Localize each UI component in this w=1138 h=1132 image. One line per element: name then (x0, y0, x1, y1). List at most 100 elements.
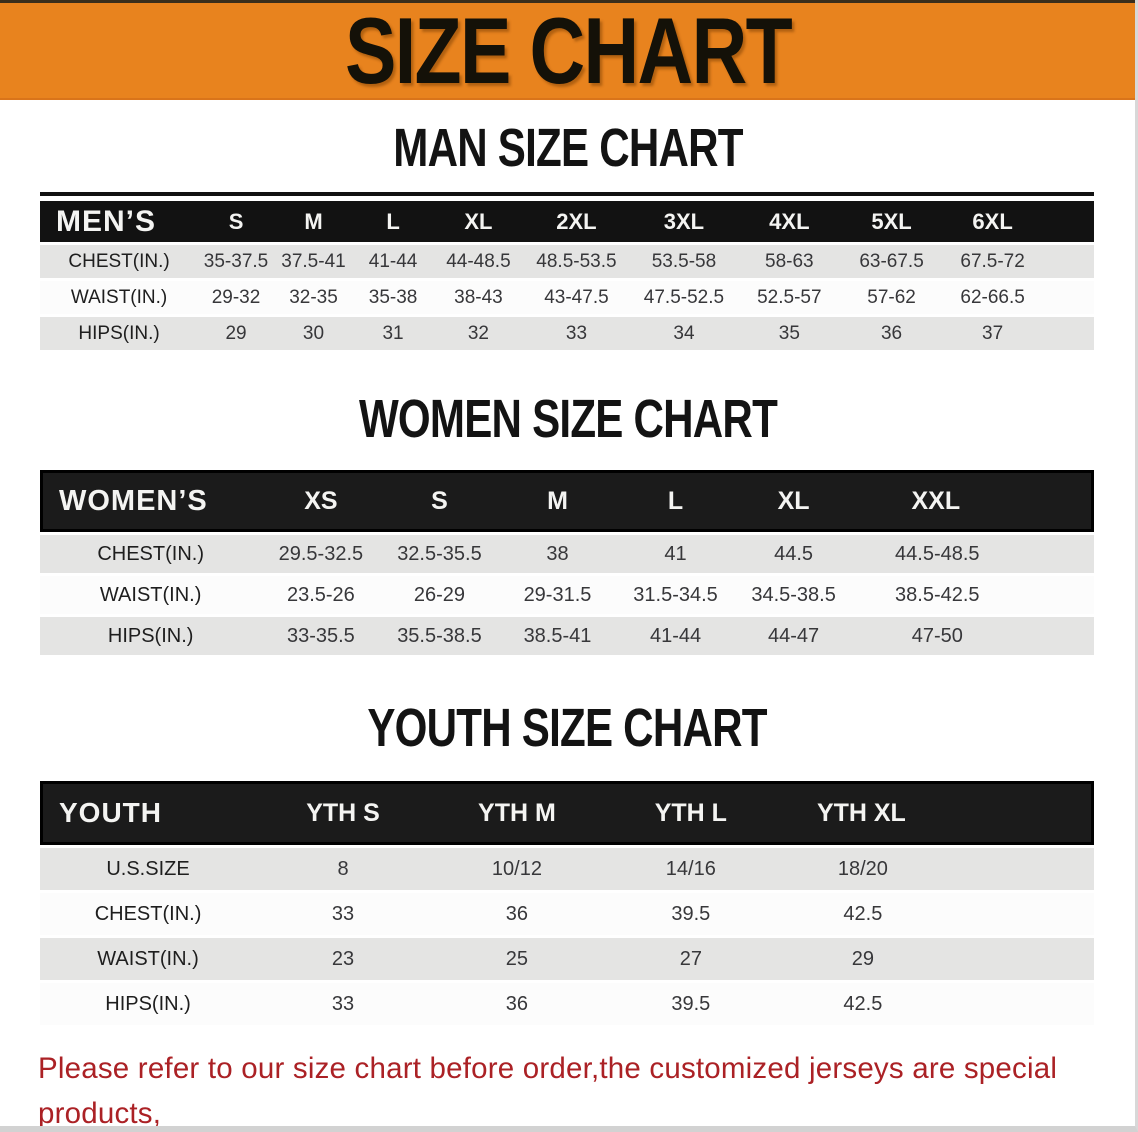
size-cell: 8 (256, 848, 430, 890)
size-cell: 35.5-38.5 (380, 617, 499, 655)
size-cell: 34.5-38.5 (734, 576, 853, 614)
size-cell: 38 (498, 535, 617, 573)
measure-label: CHEST(IN.) (40, 245, 199, 278)
size-cell: 14/16 (603, 848, 778, 890)
size-cell: 35-38 (353, 281, 434, 314)
size-cell: 25 (429, 938, 604, 980)
men-corner-label: MEN’S (40, 201, 199, 242)
size-cell: 41-44 (353, 245, 434, 278)
banner-title: SIZE CHART (344, 0, 792, 100)
size-column-header: 3XL (629, 201, 739, 242)
table-row: CHEST(IN.) 35-37.5 37.5-41 41-44 44-48.5… (40, 245, 1094, 278)
size-column-header: YTH S (256, 781, 430, 845)
measure-label: HIPS(IN.) (40, 317, 199, 350)
measure-label: CHEST(IN.) (40, 535, 262, 573)
measure-label: WAIST(IN.) (40, 576, 262, 614)
size-cell: 36 (429, 893, 604, 935)
size-column-header: 2XL (523, 201, 630, 242)
man-section-heading: MAN SIZE CHART (0, 118, 1135, 178)
size-cell: 38-43 (433, 281, 524, 314)
size-cell: 31.5-34.5 (616, 576, 735, 614)
size-column-header: M (498, 470, 617, 532)
size-cell: 36 (839, 317, 944, 350)
size-cell: 44-47 (734, 617, 853, 655)
size-cell: 32.5-35.5 (380, 535, 499, 573)
size-cell: 44-48.5 (433, 245, 524, 278)
women-size-table-wrap: WOMEN’S XS S M L XL XXL CHEST(IN.) 29.5-… (40, 467, 1094, 658)
notice-line: Please refer to our size chart before or… (38, 1052, 1058, 1130)
size-cell: 36 (429, 983, 604, 1025)
men-table-topline (40, 192, 1094, 196)
banner: SIZE CHART (0, 0, 1135, 100)
size-cell: 29-31.5 (498, 576, 617, 614)
size-column-header: 5XL (839, 201, 944, 242)
size-cell: 52.5-57 (738, 281, 840, 314)
size-cell: 32 (433, 317, 524, 350)
size-column-header: XL (433, 201, 524, 242)
measure-label: HIPS(IN.) (40, 617, 262, 655)
size-cell: 38.5-41 (498, 617, 617, 655)
men-size-table: MEN’S S M L XL 2XL 3XL 4XL 5XL 6XL CHEST… (40, 198, 1094, 353)
size-cell: 44.5-48.5 (852, 535, 1094, 573)
women-section-heading-text: WOMEN SIZE CHART (358, 389, 777, 449)
size-cell: 33-35.5 (261, 617, 381, 655)
size-column-header: S (380, 470, 499, 532)
measure-label: WAIST(IN.) (40, 281, 199, 314)
size-column-header: S (198, 201, 274, 242)
size-cell: 47.5-52.5 (629, 281, 739, 314)
size-cell: 29-32 (198, 281, 274, 314)
size-cell: 35 (738, 317, 840, 350)
size-cell: 29.5-32.5 (261, 535, 381, 573)
women-header-row: WOMEN’S XS S M L XL XXL (40, 470, 1094, 532)
size-cell: 42.5 (777, 983, 1094, 1025)
size-column-header: L (353, 201, 434, 242)
women-corner-label: WOMEN’S (40, 470, 262, 532)
size-cell: 33 (256, 983, 430, 1025)
size-cell: 57-62 (839, 281, 944, 314)
measure-label: CHEST(IN.) (40, 893, 257, 935)
size-cell: 35-37.5 (198, 245, 274, 278)
table-row: HIPS(IN.) 33 36 39.5 42.5 (40, 983, 1094, 1025)
size-cell: 29 (198, 317, 274, 350)
size-cell: 37.5-41 (273, 245, 354, 278)
measure-label: WAIST(IN.) (40, 938, 257, 980)
size-cell: 39.5 (603, 893, 778, 935)
women-size-table: WOMEN’S XS S M L XL XXL CHEST(IN.) 29.5-… (40, 467, 1094, 658)
size-column-header: 4XL (738, 201, 840, 242)
size-cell: 23.5-26 (261, 576, 381, 614)
size-cell: 30 (273, 317, 354, 350)
size-cell: 29 (777, 938, 1094, 980)
size-column-header: XL (734, 470, 853, 532)
size-cell: 33 (256, 893, 430, 935)
size-cell: 10/12 (429, 848, 604, 890)
table-row: HIPS(IN.) 29 30 31 32 33 34 35 36 37 (40, 317, 1094, 350)
youth-corner-label: YOUTH (40, 781, 257, 845)
size-cell: 67.5-72 (943, 245, 1094, 278)
size-cell: 41 (616, 535, 735, 573)
size-cell: 58-63 (738, 245, 840, 278)
size-cell: 37 (943, 317, 1094, 350)
size-cell: 42.5 (777, 893, 1094, 935)
table-row: WAIST(IN.) 23 25 27 29 (40, 938, 1094, 980)
size-column-header: XS (261, 470, 381, 532)
size-cell: 32-35 (273, 281, 354, 314)
table-row: HIPS(IN.) 33-35.5 35.5-38.5 38.5-41 41-4… (40, 617, 1094, 655)
size-column-header: M (273, 201, 354, 242)
man-section-heading-text: MAN SIZE CHART (392, 118, 743, 178)
size-cell: 26-29 (380, 576, 499, 614)
size-cell: 47-50 (852, 617, 1094, 655)
size-cell: 39.5 (603, 983, 778, 1025)
size-cell: 18/20 (777, 848, 1094, 890)
size-cell: 33 (523, 317, 630, 350)
size-column-header: YTH M (429, 781, 604, 845)
table-row: U.S.SIZE 8 10/12 14/16 18/20 (40, 848, 1094, 890)
measure-label: U.S.SIZE (40, 848, 257, 890)
size-cell: 41-44 (616, 617, 735, 655)
size-cell: 63-67.5 (839, 245, 944, 278)
table-row: CHEST(IN.) 29.5-32.5 32.5-35.5 38 41 44.… (40, 535, 1094, 573)
men-header-row: MEN’S S M L XL 2XL 3XL 4XL 5XL 6XL (40, 201, 1094, 242)
size-cell: 53.5-58 (629, 245, 739, 278)
size-cell: 38.5-42.5 (852, 576, 1094, 614)
size-column-header: L (616, 470, 735, 532)
